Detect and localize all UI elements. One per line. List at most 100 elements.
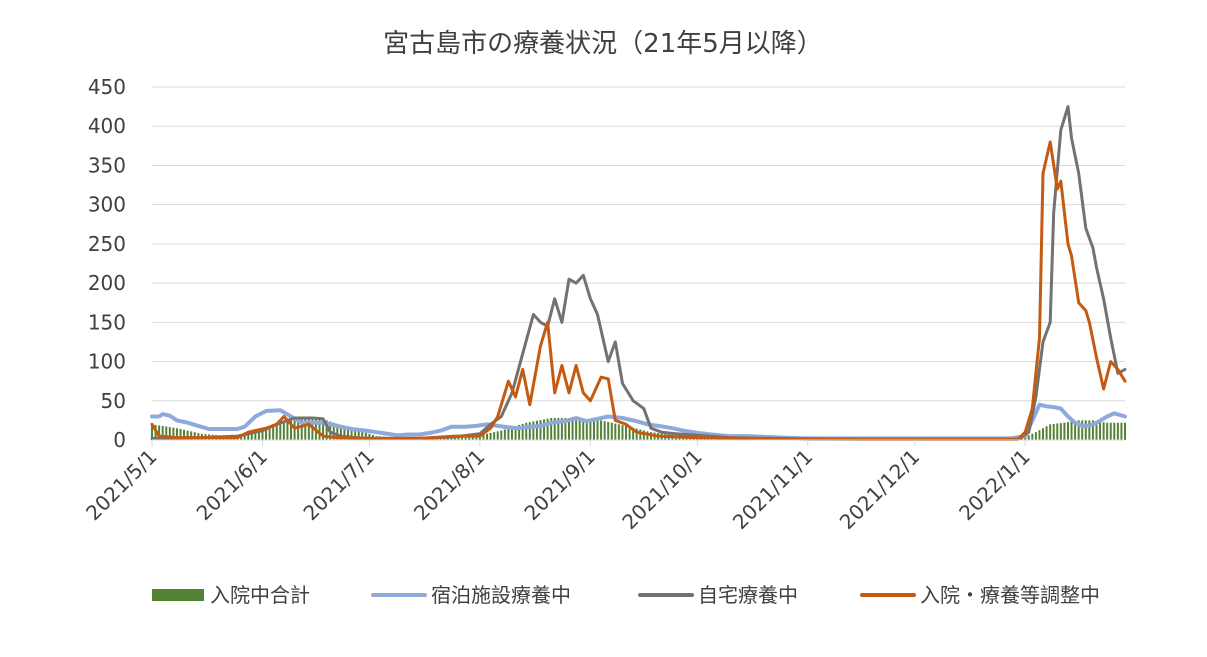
- bar-0: [461, 436, 464, 440]
- bar-0: [186, 430, 189, 440]
- legend: 入院中合計 宿泊施設療養中 自宅療養中 入院・療養等調整中: [152, 583, 1100, 607]
- bar-0: [357, 430, 360, 440]
- bar-0: [350, 428, 353, 440]
- bar-0: [453, 437, 456, 440]
- y-tick-label: 350: [88, 153, 126, 177]
- bar-0: [493, 432, 496, 440]
- bar-0: [560, 418, 563, 440]
- bar-0: [257, 430, 260, 440]
- bar-0: [557, 418, 560, 440]
- bar-0: [528, 422, 531, 440]
- x-tick-label: 2021/7/1: [298, 445, 378, 525]
- bar-0: [514, 426, 517, 440]
- bar-0: [578, 418, 581, 440]
- bar-0: [585, 419, 588, 440]
- bar-0: [336, 423, 339, 440]
- bar-0: [304, 417, 307, 440]
- axes: 0 50 100 150 200 250 300 350 400 450 2021/5/1 2021/…: [81, 75, 1125, 534]
- bar-0: [482, 434, 485, 440]
- bar-0: [250, 433, 253, 440]
- bar-0: [1034, 432, 1037, 440]
- bar-0: [275, 422, 278, 440]
- bar-0: [1059, 423, 1062, 440]
- bar-0: [617, 424, 620, 440]
- bar-0: [1020, 438, 1023, 440]
- bar-0: [265, 427, 268, 440]
- x-tick-label: 2021/12/1: [835, 445, 924, 534]
- bar-0: [475, 436, 478, 440]
- bar-0: [568, 418, 570, 440]
- bar-0: [183, 429, 186, 440]
- bar-0: [486, 433, 489, 440]
- y-tick-label: 200: [88, 271, 126, 295]
- bar-0: [628, 426, 631, 440]
- bar-0: [272, 424, 275, 440]
- y-tick-label: 250: [88, 232, 126, 256]
- bar-0: [354, 429, 357, 440]
- bar-0: [457, 437, 460, 440]
- x-tick-label: 2021/9/1: [519, 445, 599, 525]
- series-line-3: [150, 140, 1127, 441]
- bar-0: [165, 426, 168, 440]
- bar-0: [500, 430, 503, 440]
- bar-0: [614, 423, 617, 440]
- bar-0: [282, 420, 285, 440]
- bar-0: [290, 419, 292, 440]
- bar-0: [179, 429, 182, 440]
- bar-0: [603, 421, 606, 440]
- bar-0: [546, 418, 549, 440]
- bar-0: [639, 429, 642, 440]
- bar-0: [151, 424, 153, 440]
- bar-0: [625, 425, 628, 440]
- bar-0: [510, 427, 513, 440]
- x-tick-label: 2021/5/1: [81, 445, 161, 525]
- y-tick-label: 450: [88, 75, 126, 99]
- bar-0: [464, 436, 467, 440]
- bar-0: [564, 418, 567, 440]
- bar-0: [1070, 421, 1073, 440]
- bar-0: [521, 423, 524, 440]
- bar-0: [550, 418, 553, 440]
- bar-0: [1102, 422, 1105, 440]
- bar-0: [190, 431, 193, 440]
- bar-0: [1063, 422, 1066, 440]
- y-tick-label: 150: [88, 310, 126, 334]
- bar-0: [364, 432, 367, 440]
- bar-0: [446, 437, 449, 440]
- bar-0: [600, 420, 603, 440]
- y-tick-label: 0: [113, 428, 126, 452]
- bar-0: [1024, 436, 1027, 440]
- bar-0: [158, 425, 161, 440]
- bar-0: [543, 419, 546, 440]
- bar-0: [632, 427, 635, 440]
- bar-0: [243, 434, 246, 440]
- gridlines: [152, 86, 1125, 402]
- bar-0: [1042, 428, 1045, 440]
- bar-0: [478, 435, 481, 440]
- bar-0: [1116, 422, 1119, 440]
- y-tick-label: 300: [88, 193, 126, 217]
- bar-0: [254, 432, 257, 440]
- x-tick-label: 2022/1/1: [954, 445, 1034, 525]
- legend-label-3: 入院・療養等調整中: [920, 583, 1100, 607]
- y-tick-label: 100: [88, 350, 126, 374]
- bar-0: [635, 428, 638, 440]
- bar-0: [1027, 435, 1030, 440]
- legend-label-0: 入院中合計: [210, 583, 310, 607]
- bar-0: [496, 431, 499, 440]
- bar-0: [489, 432, 492, 440]
- bar-0: [539, 420, 542, 440]
- bar-0: [361, 431, 364, 440]
- bar-0: [322, 419, 325, 440]
- bar-0: [1113, 422, 1116, 440]
- bar-0: [347, 427, 350, 440]
- bar-0: [193, 432, 196, 440]
- bar-0: [168, 427, 171, 440]
- bar-0: [571, 418, 574, 440]
- bar-0: [592, 419, 595, 440]
- bar-0: [1091, 420, 1094, 440]
- bar-0: [535, 420, 538, 440]
- bar-0: [582, 418, 585, 440]
- bar-0: [1099, 421, 1102, 440]
